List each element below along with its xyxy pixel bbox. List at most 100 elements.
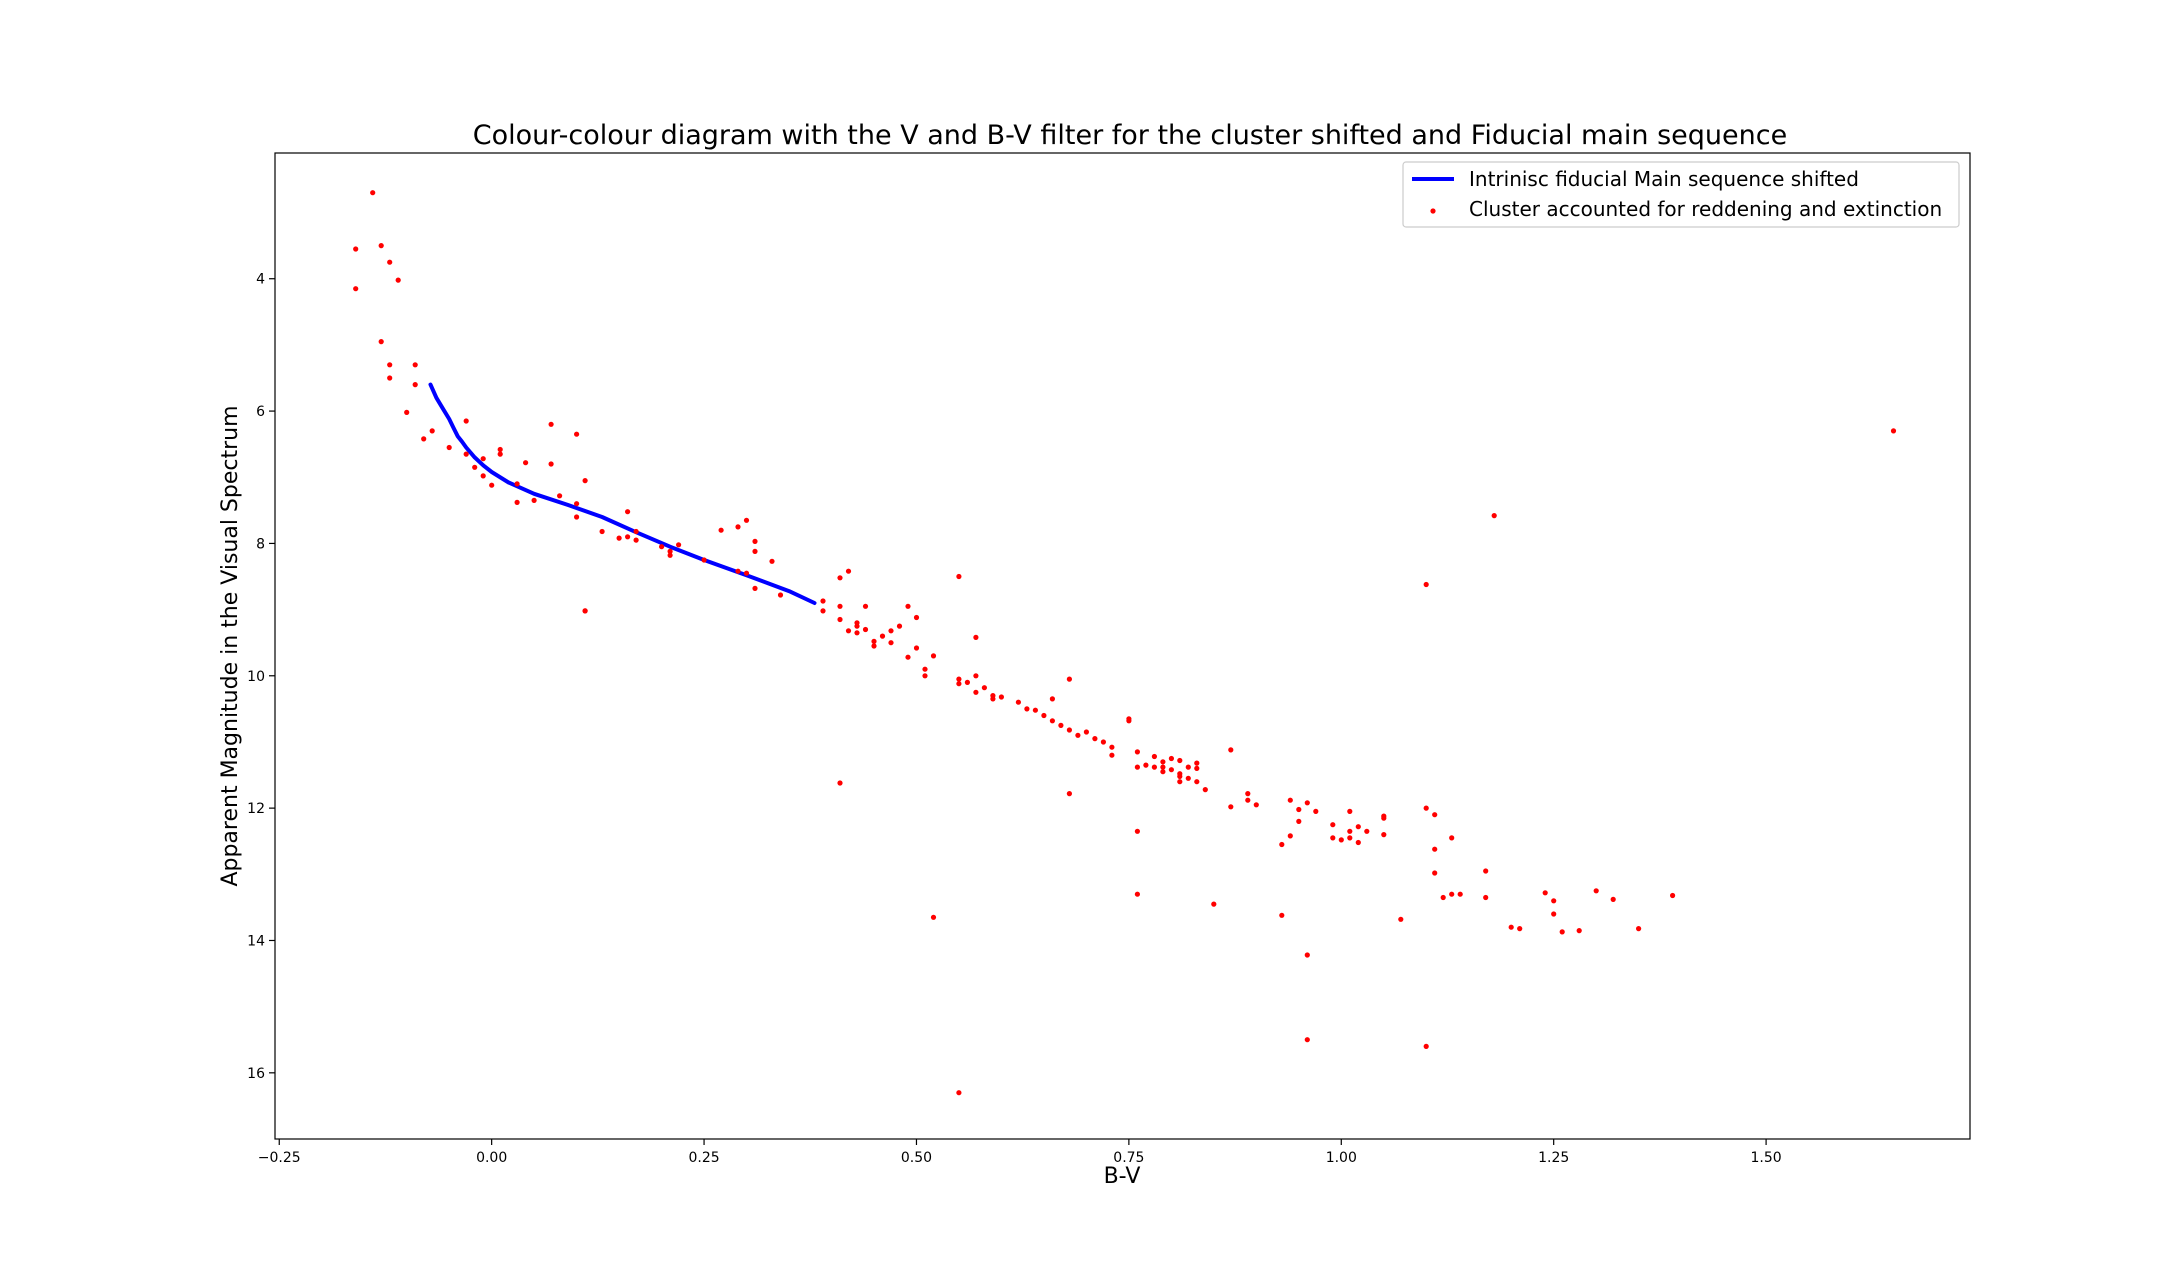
cluster-star-point xyxy=(412,382,418,388)
cluster-star-point xyxy=(514,499,520,505)
x-axis-label: B-V xyxy=(1104,1164,1141,1189)
cluster-star-point xyxy=(1075,732,1081,738)
cluster-star-point xyxy=(752,585,758,592)
cluster-star-point xyxy=(387,375,393,381)
cluster-star-point xyxy=(752,548,758,555)
cluster-star-point xyxy=(820,608,826,614)
cluster-star-point xyxy=(956,676,962,682)
cluster-star-point xyxy=(905,654,911,660)
cluster-star-point xyxy=(497,451,503,457)
cluster-star-point xyxy=(625,509,631,515)
legend: Intrinisc fiducial Main sequence shifted… xyxy=(1402,161,1960,228)
y-tick-label: 14 xyxy=(247,933,265,949)
cluster-star-point xyxy=(353,286,359,292)
cluster-star-point xyxy=(1168,767,1174,773)
cluster-star-point xyxy=(1245,791,1251,797)
cluster-star-point xyxy=(1092,736,1098,742)
y-tick-label: 10 xyxy=(247,669,265,685)
cluster-star-point xyxy=(1287,797,1293,803)
cluster-star-point xyxy=(1143,762,1149,768)
y-tick-label: 6 xyxy=(256,404,265,420)
cluster-star-point xyxy=(1347,808,1353,815)
cluster-star-point xyxy=(1160,764,1166,770)
cluster-star-point xyxy=(387,259,393,265)
cluster-star-point xyxy=(404,409,410,415)
cluster-star-point xyxy=(701,557,707,563)
cluster-star-point xyxy=(930,914,937,920)
cluster-star-point xyxy=(777,592,784,598)
cluster-star-point xyxy=(913,645,920,651)
plot-area xyxy=(274,152,1971,1140)
cluster-star-point xyxy=(574,431,580,437)
cluster-star-point xyxy=(1228,804,1234,810)
cluster-star-point xyxy=(667,548,673,555)
cluster-star-point xyxy=(1440,894,1446,901)
cluster-star-point xyxy=(837,575,843,581)
cluster-star-point xyxy=(1109,752,1115,758)
cluster-star-point xyxy=(667,552,673,558)
cluster-star-point xyxy=(981,685,988,691)
cluster-star-point xyxy=(463,451,469,457)
cluster-star-point xyxy=(1185,764,1191,770)
cluster-star-point xyxy=(1398,916,1404,922)
cluster-star-point xyxy=(1364,828,1370,834)
cluster-star-point xyxy=(1211,901,1217,907)
cluster-star-point xyxy=(1670,892,1676,899)
cluster-star-point xyxy=(862,603,869,609)
cluster-star-point xyxy=(1517,926,1523,932)
cluster-star-point xyxy=(1330,835,1336,841)
cluster-star-point xyxy=(1058,722,1064,729)
cluster-star-point xyxy=(743,517,750,523)
cluster-star-point xyxy=(1423,581,1429,588)
cluster-star-point xyxy=(676,542,682,548)
cluster-star-point xyxy=(1449,891,1455,897)
cluster-star-point xyxy=(633,537,639,543)
cluster-star-point xyxy=(395,277,401,283)
cluster-star-point xyxy=(557,493,563,499)
cluster-star-point xyxy=(1015,699,1022,705)
cluster-star-point xyxy=(735,568,741,574)
cluster-star-point xyxy=(1313,808,1319,815)
cluster-star-point xyxy=(1483,894,1489,901)
cluster-star-point xyxy=(820,598,826,604)
legend-dot-swatch xyxy=(1430,208,1436,214)
cluster-star-point xyxy=(480,473,486,479)
cluster-star-point xyxy=(1296,818,1302,825)
axes-frame xyxy=(274,152,1971,1140)
cluster-star-point xyxy=(1338,837,1344,843)
cluster-star-point xyxy=(1449,835,1455,841)
cluster-star-point xyxy=(1279,912,1285,918)
cluster-star-point xyxy=(1126,718,1132,724)
cluster-star-point xyxy=(845,628,852,634)
x-tick-label: 1.50 xyxy=(1751,1150,1782,1166)
cluster-star-point xyxy=(1347,835,1353,841)
cluster-star-point xyxy=(1109,744,1115,750)
cluster-star-point xyxy=(837,780,843,786)
cluster-star-point xyxy=(1457,891,1463,897)
cluster-star-point xyxy=(574,514,580,520)
cluster-star-point xyxy=(1355,839,1361,846)
cluster-star-point xyxy=(888,640,894,646)
cluster-star-point xyxy=(1134,828,1140,834)
fiducial-main-sequence-line xyxy=(428,382,817,605)
legend-label-cluster: Cluster accounted for reddening and exti… xyxy=(1469,197,1942,221)
cluster-star-point xyxy=(752,538,758,545)
cluster-star-point xyxy=(1168,755,1174,762)
cluster-star-point xyxy=(1134,764,1140,770)
cluster-star-point xyxy=(743,570,750,576)
cluster-star-point xyxy=(1432,846,1438,852)
y-tick-label: 16 xyxy=(247,1066,265,1082)
cluster-star-point xyxy=(1245,797,1251,803)
x-tick-label: 0.25 xyxy=(688,1150,719,1166)
cluster-star-point xyxy=(1049,696,1055,702)
cluster-star-point xyxy=(531,497,537,503)
cluster-star-point xyxy=(1330,822,1336,828)
cluster-star-point xyxy=(854,623,860,629)
cluster-star-point xyxy=(896,623,903,629)
cluster-star-point xyxy=(735,524,741,530)
cluster-star-point xyxy=(514,481,520,487)
cluster-star-point xyxy=(1066,791,1072,797)
cluster-star-point xyxy=(1491,513,1497,519)
legend-box xyxy=(1402,161,1960,228)
